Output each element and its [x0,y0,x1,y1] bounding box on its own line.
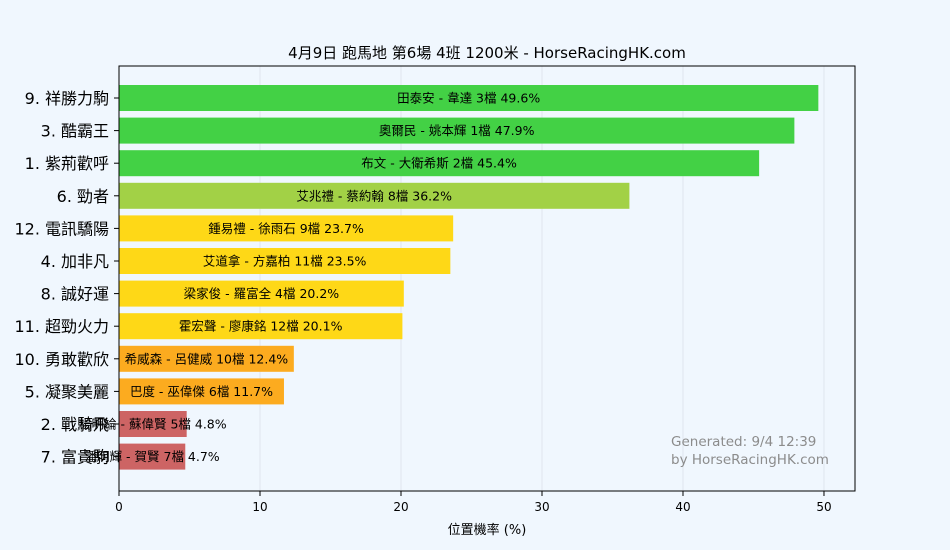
bar-label: 田泰安 - 韋達 3檔 49.6% [397,91,540,106]
plot-frame [118,65,856,492]
y-tick-label: 11. 超勁火力 [14,317,109,336]
x-tick-label: 30 [534,500,549,514]
bar-label: 楊明綸 - 蘇偉賢 5檔 4.8% [79,417,227,432]
bars: 田泰安 - 韋達 3檔 49.6% 奧爾民 - 姚本輝 1檔 47.9% 布文 - … [79,85,819,470]
chart-title: 4月9日 跑馬地 第6場 4班 1200米 - HorseRacingHK.co… [288,44,686,62]
bar-label: 梁家俊 - 羅富全 4檔 20.2% [184,286,340,301]
bar [119,150,760,177]
bar [119,411,187,437]
bar-label: 艾道拿 - 方嘉柏 11檔 23.5% [203,254,367,269]
bar [119,182,630,209]
bar [119,248,451,274]
x-axis-ticks: 0 10 20 30 40 50 [115,491,832,514]
bar-label: 霍宏聲 - 廖康銘 12檔 20.1% [179,319,343,334]
bar [119,280,404,307]
y-tick-label: 1. 紫荊歡呼 [25,154,109,173]
y-tick-label: 5. 凝聚美麗 [25,382,109,401]
x-tick-label: 40 [675,500,690,514]
bar [119,85,819,111]
bar-label: 鍾易禮 - 徐雨石 9檔 23.7% [208,221,364,236]
bar-label: 潘明輝 - 賀賢 7檔 4.7% [85,449,220,464]
bar [119,215,454,242]
bar [119,345,294,372]
bar [119,378,284,405]
bar-label: 奧爾民 - 姚本輝 1檔 47.9% [379,123,535,138]
y-tick-label: 7. 富貴駒 [41,448,109,467]
x-tick-label: 0 [115,500,123,514]
bar-label: 希威森 - 呂健威 10檔 12.4% [125,351,289,366]
y-axis-labels: 9. 祥勝力駒 3. 酷霸王 1. 紫荊歡呼 6. 勁者 12. 電訊驕陽 4. 加非凡 8… [14,89,119,467]
watermark-line-1: Generated: 9/4 12:39 [671,434,816,450]
x-tick-label: 20 [393,500,408,514]
bar [119,313,403,340]
x-tick-label: 50 [816,500,831,514]
watermark-line-2: by HorseRacingHK.com [671,452,829,468]
y-tick-label: 2. 戰騎飛 [41,415,109,434]
y-tick-label: 3. 酷霸王 [41,122,109,141]
x-axis-label: 位置機率 (%) [448,522,527,538]
bar [119,443,186,470]
y-tick-label: 6. 勁者 [57,187,109,206]
y-tick-label: 10. 勇敢歡欣 [14,350,109,369]
bar-label: 巴度 - 巫偉傑 6檔 11.7% [130,384,273,399]
bar-label: 艾兆禮 - 蔡約翰 8檔 36.2% [296,188,452,203]
y-tick-label: 4. 加非凡 [41,252,109,271]
x-tick-label: 10 [252,500,267,514]
y-tick-label: 9. 祥勝力駒 [25,89,109,108]
y-tick-label: 12. 電訊驕陽 [14,219,109,238]
y-tick-label: 8. 誠好運 [41,285,109,304]
bar [119,117,795,144]
bar-label: 布文 - 大衛希斯 2檔 45.4% [361,156,517,171]
